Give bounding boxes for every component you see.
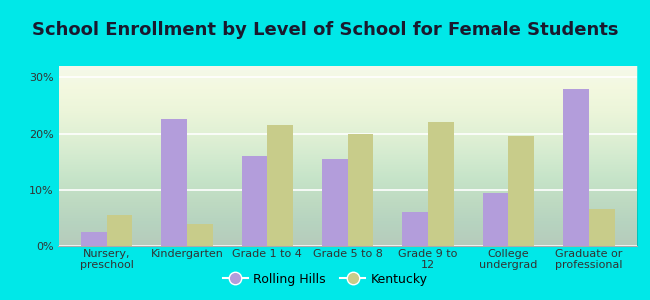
- Text: School Enrollment by Level of School for Female Students: School Enrollment by Level of School for…: [32, 21, 618, 39]
- Bar: [267, 125, 293, 246]
- Bar: [508, 136, 534, 246]
- Bar: [589, 209, 614, 246]
- Bar: [348, 134, 374, 246]
- Legend: Rolling Hills, Kentucky: Rolling Hills, Kentucky: [218, 268, 432, 291]
- Bar: [187, 224, 213, 246]
- Bar: [161, 119, 187, 246]
- Bar: [81, 232, 107, 246]
- Bar: [107, 215, 133, 246]
- Bar: [483, 193, 508, 246]
- Bar: [428, 122, 454, 246]
- Bar: [322, 159, 348, 246]
- Bar: [242, 156, 267, 246]
- Bar: [563, 88, 589, 246]
- Bar: [402, 212, 428, 246]
